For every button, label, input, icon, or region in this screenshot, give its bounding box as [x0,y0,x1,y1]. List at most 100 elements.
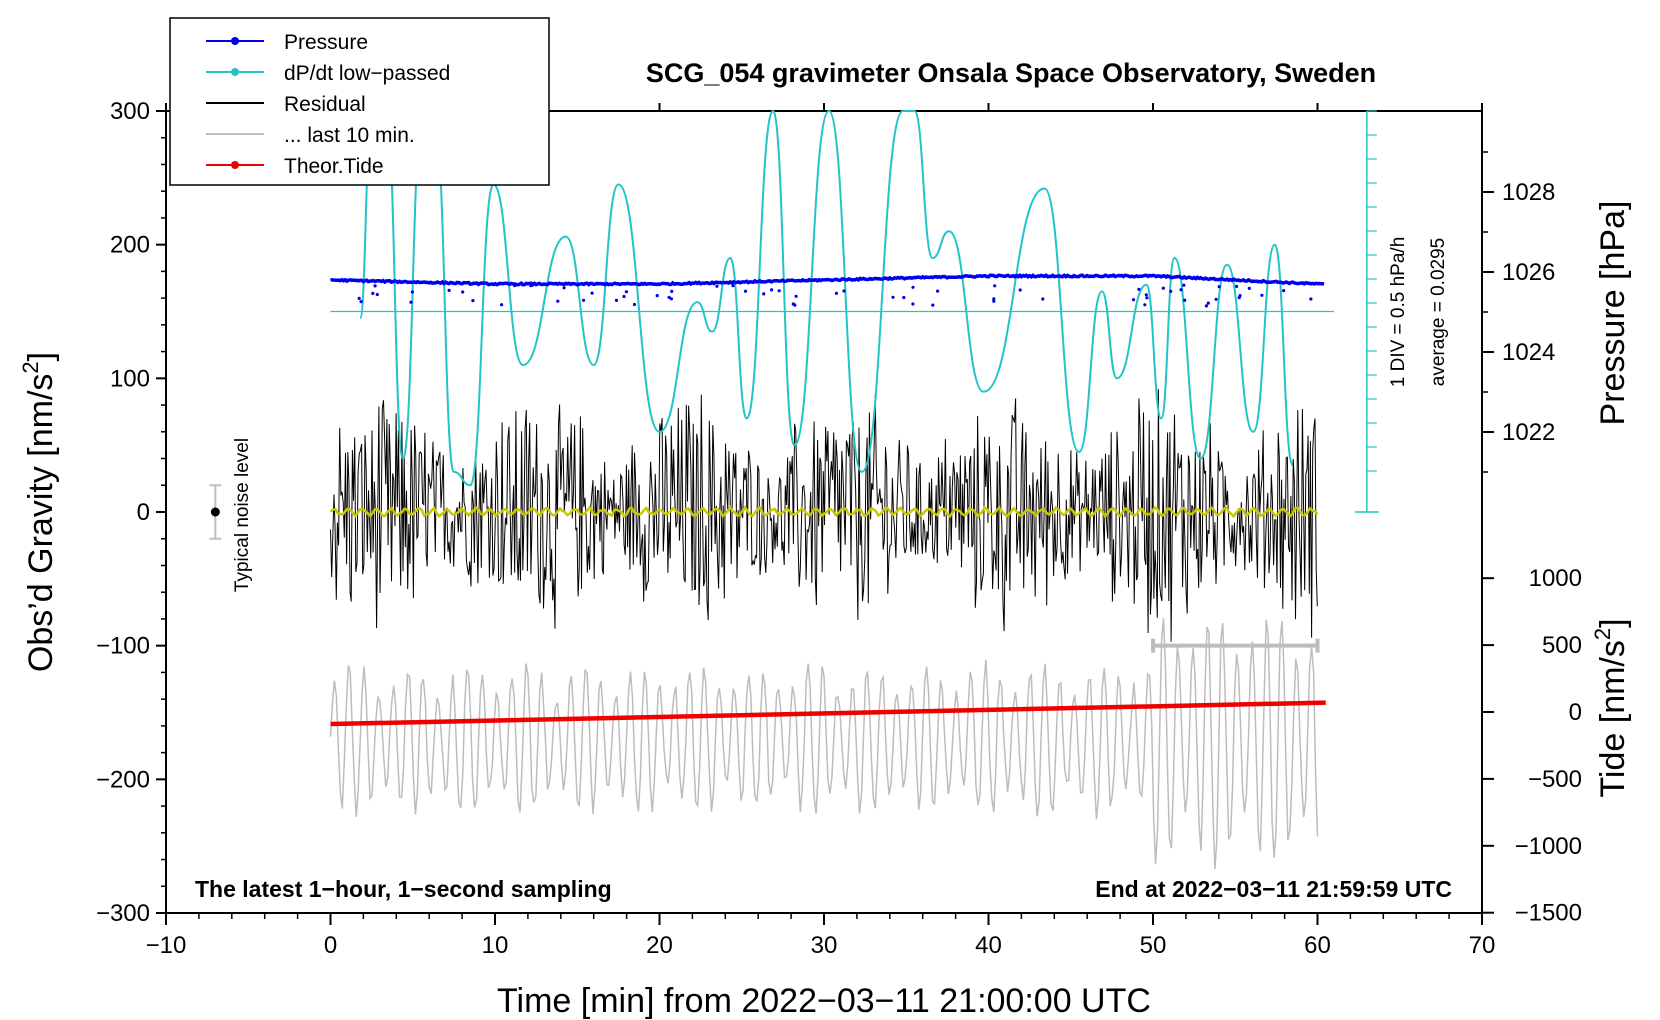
pressure-point [1018,288,1022,292]
pressure-point [669,297,674,301]
pressure-point [842,289,846,293]
pressure-point [993,284,997,288]
pressure-point [624,290,629,294]
legend-label-4: Theor.Tide [284,155,384,178]
pressure-point [373,284,377,288]
series-residual [330,389,1318,642]
x-tick-label-7: 60 [1304,932,1331,959]
pressure-point [770,288,774,292]
pressure-point [891,295,895,299]
pressure-point [992,299,996,303]
tide-tick-label-5: −1500 [1515,900,1582,927]
pressure-point [1182,283,1186,287]
series-theor-tide [330,700,1326,727]
y-tick-label-4: −100 [96,633,150,660]
y-axis-title-pressure: Pressure [hPa] [1594,201,1632,426]
legend: Pressure dP/dt low−passed Residual ... last… [169,17,550,186]
pressure-point [992,297,996,301]
pressure-point [500,303,504,307]
tide-tick-label-1: 500 [1542,632,1582,659]
y-axis-title-tide-sup: 2 [1590,628,1615,640]
pressure-point [1260,293,1264,297]
pressure-point [902,295,906,300]
pressure-point [576,283,580,287]
pressure-point [1204,304,1208,308]
legend-marker-1 [231,68,239,76]
pressure-point [1161,286,1165,290]
pressure-point [582,298,586,302]
legend-box [169,17,550,186]
pressure-tick-label-2: 1024 [1502,339,1555,366]
pressure-point [743,289,748,293]
pressure-point [590,291,594,295]
y-axis-title-tide-end: ] [1594,618,1632,627]
series-layer [209,109,1379,870]
x-tick-label-4: 30 [811,932,838,959]
y-axis-title-left-main: Obs’d Gravity [nm/s [22,374,60,673]
pressure-point [936,289,940,293]
tide-tick-label-3: −500 [1528,766,1582,793]
pressure-point [618,282,622,286]
x-tick-label-2: 10 [482,932,509,959]
legend-label-2: Residual [284,93,366,116]
scale-note-div: 1 DIV = 0.5 hPa/h [1388,237,1409,388]
pressure-point [471,299,475,303]
pressure-point [1214,297,1218,301]
tide-tick-label-0: 1000 [1529,565,1582,592]
legend-label-0: Pressure [284,31,368,54]
pressure-point [632,302,637,307]
x-tick-label-1: 0 [324,932,337,959]
pressure-point [1282,289,1286,293]
pressure-point [1143,303,1147,307]
pressure-point [1237,296,1241,300]
pressure-point [794,294,798,298]
footer-left-note: The latest 1−hour, 1−second sampling [195,876,612,902]
tide-tick-label-4: −1000 [1515,833,1582,860]
pressure-point [359,300,363,304]
legend-marker-0 [231,37,239,45]
y-tick-label-2: 100 [110,365,150,392]
scale-note-average: average = 0.0295 [1428,238,1449,386]
x-axis-title: Time [min] from 2022−03−11 21:00:00 UTC [497,982,1151,1020]
x-tick-label-3: 20 [646,932,673,959]
pressure-point [1179,288,1183,292]
noise-level-label: Typical noise level [232,438,253,592]
pressure-point [762,292,766,296]
y-tick-label-3: 0 [137,499,150,526]
x-tick-label-6: 50 [1140,932,1167,959]
pressure-point [622,294,626,299]
y-axis-title-left: Obs’d Gravity [nm/s2] [18,352,60,672]
pressure-point [715,284,719,288]
noise-bar-center [210,507,220,517]
series-last-10-min [329,618,1319,870]
x-tick-label-8: 70 [1469,932,1496,959]
pressure-point [655,294,659,298]
pressure-point [1131,298,1136,302]
series-residual-smoothed [329,505,1319,519]
pressure-point [1235,284,1239,288]
pressure-point [447,288,451,292]
y-axis-title-left-end: ] [22,352,60,361]
chart-title: SCG_054 gravimeter Onsala Space Observat… [646,58,1376,88]
x-tick-label-0: −10 [146,932,187,959]
pressure-point [375,292,379,297]
y-tick-label-1: 200 [110,232,150,259]
pressure-point [357,296,361,300]
y-axis-title-tide: Tide [nm/s2] [1590,618,1632,797]
pressure-point [931,303,935,307]
series-pressure [330,273,1325,287]
pressure-point [529,284,533,288]
pressure-point [1137,287,1141,291]
pressure-point [562,286,566,290]
pressure-tick-label-1: 1026 [1502,259,1555,286]
legend-label-1: dP/dt low−passed [284,62,450,85]
pressure-point [667,295,671,299]
pressure-point [410,290,414,294]
pressure-point [1041,297,1045,301]
pressure-point [791,302,795,306]
y-tick-label-6: −300 [96,900,150,927]
pressure-point [1145,296,1149,300]
pressure-point [409,300,413,304]
pressure-point [1144,293,1148,297]
